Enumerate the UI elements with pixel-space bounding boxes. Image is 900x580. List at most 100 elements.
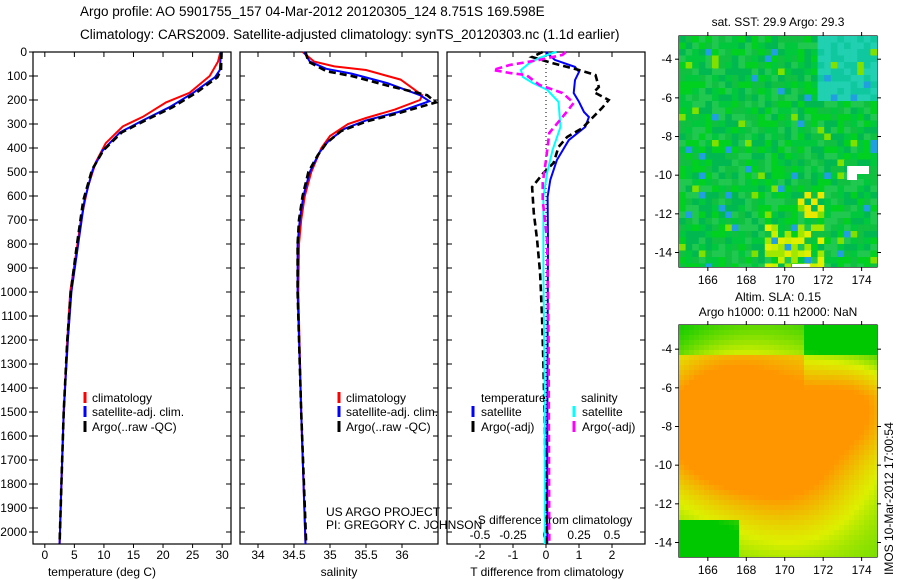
x-tick-label: 34 [251,548,265,562]
x2-tick-label: -0.5 [470,528,491,542]
x-tick-label: 34.5 [282,548,306,562]
sla-map-title-2: Argo h1000: 0.11 h2000: NaN [699,305,858,319]
legend-header-temperature: temperature [481,391,546,405]
x-tick-label: -1 [508,548,519,562]
title-line-1: Argo profile: AO 5901755_157 04-Mar-2012… [80,4,545,19]
x2-tick-label: 0 [543,528,550,542]
series-salinity-argo-adj [492,51,576,545]
lat-tick-label: -8 [661,420,672,434]
difference-panel: -2 -1 0 1 2 -0.5 -0.25 0 0.25 0.5 [446,50,646,562]
x-tick-label: 2 [609,548,616,562]
y-tick-label: 2000 [0,525,27,539]
x-tick-label: 1 [576,548,583,562]
x-tick-label: 30 [215,548,229,562]
sla-map-image [679,325,877,557]
y-tick-label: 900 [7,261,27,275]
y-tick-label: 100 [7,69,27,83]
lon-tick-label: 172 [813,563,833,577]
temperature-xlabel: temperature (deg C) [48,565,156,579]
y-tick-label: 0 [20,45,27,59]
y-tick-label: 400 [7,141,27,155]
y-tick-label: 1900 [0,501,27,515]
legend-climatology: climatology [346,391,406,405]
y-tick-label: 1600 [0,429,27,443]
x-tick-label: 0 [543,548,550,562]
title-line-2: Climatology: CARS2009. Satellite-adjuste… [80,27,620,42]
legend-satellite: satellite-adj. clim. [346,405,438,419]
sst-map-image [679,36,877,267]
y-tick-label: 700 [7,213,27,227]
x-tick-label: 36 [395,548,409,562]
y-tick-label: 1000 [0,285,27,299]
y-tick-label: 1700 [0,453,27,467]
series-climatology [297,51,424,545]
y-tick-label: 1200 [0,333,27,347]
salinity-legend: climatology satellite-adj. clim. Argo(..… [337,391,438,434]
lat-tick-label: -12 [655,497,673,511]
x-tick-label: 0 [41,548,48,562]
s-difference-xlabel: S difference from climatology [478,513,633,527]
legend-argo: Argo(..raw -QC) [92,420,177,434]
lat-tick-label: -8 [661,130,672,144]
x-tick-label: 5 [71,548,78,562]
legend-satellite: satellite-adj. clim. [92,405,184,419]
lat-tick-label: -14 [655,246,673,260]
temperature-legend: climatology satellite-adj. clim. Argo(..… [83,391,184,434]
x-tick-label: 25 [186,548,200,562]
plot-frame [239,51,439,545]
lon-tick-label: 166 [698,273,718,287]
sla-map-axes: 166 168 170 172 174 -4 -6 -8 -10 -12 -14 [655,321,881,577]
legend-t-satellite: satellite [481,405,522,419]
sla-map-title-1: Altim. SLA: 0.15 [735,290,821,304]
sst-map-title: sat. SST: 29.9 Argo: 29.3 [712,15,845,29]
x2-tick-label: 0.5 [604,528,621,542]
series-climatology [58,51,222,545]
y-tick-label: 1800 [0,477,27,491]
x-tick-label: -2 [475,548,486,562]
plot-frame [32,51,232,545]
t-difference-xlabel: T difference from climatology [470,565,624,579]
x2-tick-label: -0.25 [499,528,527,542]
lon-tick-label: 170 [775,563,795,577]
lon-tick-label: 172 [813,273,833,287]
lat-tick-label: -10 [655,168,673,182]
lon-tick-label: 168 [736,273,756,287]
lon-tick-label: 174 [852,273,872,287]
legend-s-satellite: satellite [582,405,623,419]
difference-legend: temperature salinity satellite Argo(-adj… [471,391,635,434]
y-tick-label: 800 [7,237,27,251]
lat-tick-label: -4 [661,52,672,66]
x2-tick-label: 0.25 [567,528,591,542]
legend-climatology: climatology [92,391,152,405]
lat-tick-label: -12 [655,207,673,221]
lat-tick-label: -10 [655,458,673,472]
x-tick-label: 35.5 [354,548,378,562]
x-tick-label: 15 [127,548,141,562]
legend-header-salinity: salinity [581,391,618,405]
series-argo-raw-qc [58,51,223,545]
x-tick-label: 35 [323,548,337,562]
plot-frame [446,51,646,545]
lat-tick-label: -4 [661,342,672,356]
series-satellite-adj-clim [296,51,432,545]
lat-tick-label: -6 [661,91,672,105]
series-argo-raw-qc [296,51,439,545]
salinity-panel: 34 34.5 35 35.5 36 [239,51,439,562]
x-tick-label: 20 [156,548,170,562]
y-tick-label: 300 [7,117,27,131]
y-tick-label: 500 [7,165,27,179]
y-tick-label: 1500 [0,405,27,419]
y-tick-label: 1400 [0,381,27,395]
imos-timestamp: IMOS 10-Mar-2012 17:00:54 [882,422,896,575]
y-tick-label: 600 [7,189,27,203]
legend-s-argo: Argo(-adj) [582,420,635,434]
lon-tick-label: 166 [698,563,718,577]
y-tick-label: 1300 [0,357,27,371]
series-satellite-adj-clim [58,51,222,545]
lon-tick-label: 168 [736,563,756,577]
lat-tick-label: -6 [661,381,672,395]
pi-credit: PI: GREGORY C. JOHNSON [326,518,482,532]
x-tick-label: 10 [97,548,111,562]
